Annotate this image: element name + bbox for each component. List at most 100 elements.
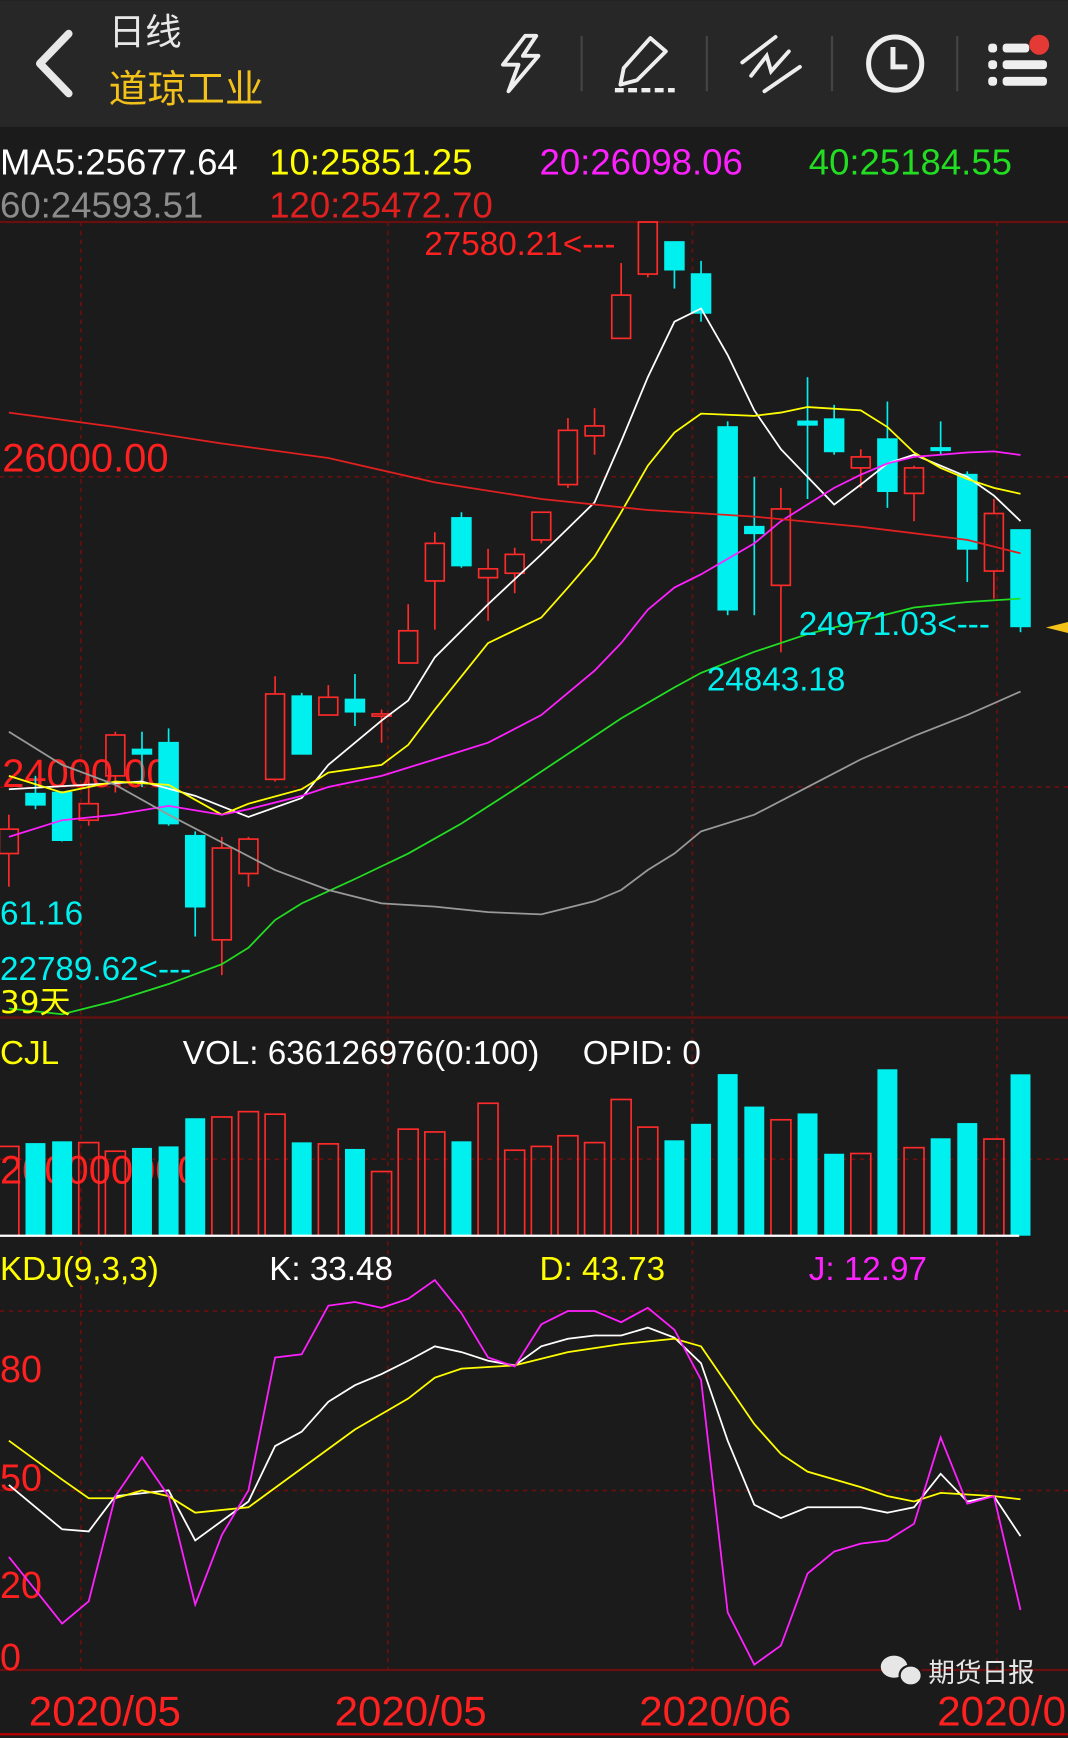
volume-bar [317, 1143, 340, 1237]
candle [930, 421, 951, 455]
candle-body [903, 467, 925, 495]
candle [397, 604, 419, 664]
candle [51, 791, 73, 842]
candle-body [504, 553, 525, 575]
candle-body [78, 802, 99, 822]
ma20-line [8, 450, 1021, 838]
volume-bar [557, 1134, 579, 1237]
last-price-marker-icon [1045, 621, 1068, 634]
volume-bar [957, 1123, 978, 1236]
candle [850, 449, 872, 488]
candle-body [690, 273, 712, 314]
x-axis-label: 2020/0 [937, 1687, 1066, 1734]
candle-body [131, 748, 153, 755]
candle-body [850, 456, 872, 469]
candle [797, 377, 818, 500]
candle [823, 404, 845, 455]
candle [78, 775, 99, 826]
candle [770, 487, 792, 653]
candle [318, 685, 339, 716]
volume-bar [451, 1141, 472, 1236]
volume-bar [903, 1146, 925, 1237]
ma40-line [8, 597, 1021, 1016]
x-axis-label: 2020/06 [639, 1687, 791, 1734]
candle-body [477, 568, 499, 579]
candle [158, 728, 179, 826]
candle-body [531, 511, 552, 541]
time-button[interactable] [866, 34, 925, 93]
menu-button[interactable] [988, 34, 1050, 86]
candle [717, 421, 738, 616]
volume-bar [877, 1069, 898, 1236]
watermark-text: 期货日报 [928, 1658, 1034, 1689]
kdj-tick-20: 20 [0, 1564, 42, 1606]
indicator-button[interactable] [740, 35, 802, 94]
pencil-draw-icon [614, 36, 675, 93]
volume-bar [477, 1102, 499, 1237]
volume-bar [636, 1126, 659, 1237]
candle [451, 512, 472, 568]
candle-body [930, 447, 951, 452]
candle-body [344, 698, 366, 713]
kdj-tick-0: 0 [0, 1636, 21, 1678]
volume-bar [691, 1123, 712, 1236]
volume-bar [185, 1118, 206, 1236]
ma60-line [8, 690, 1021, 916]
candle-body [397, 629, 419, 664]
ma10-value: 10:25851.25 [269, 141, 472, 182]
kdj-j-value: J: 12.97 [809, 1251, 927, 1288]
candle [238, 836, 259, 887]
candle-body [664, 241, 685, 271]
volume-bar [770, 1118, 792, 1237]
candle [424, 532, 446, 630]
candle-body [184, 834, 206, 908]
volume-bar [25, 1143, 46, 1236]
candle-body [424, 542, 446, 582]
volume-value: VOL: 636126976(0:100) [183, 1035, 539, 1072]
candle [957, 471, 978, 583]
candle-body [797, 420, 818, 426]
partial-left-annotation: 61.16 [0, 895, 83, 932]
volume-bar [132, 1147, 152, 1236]
flash-button[interactable] [501, 33, 541, 94]
back-button[interactable] [36, 29, 73, 98]
candle [1010, 529, 1031, 633]
x-axis-label: 2020/05 [335, 1687, 487, 1734]
volume-bar [717, 1074, 738, 1236]
ma60-value: 60:24593.51 [0, 185, 203, 226]
period-label: 日线 [109, 11, 182, 54]
ma5-value: MA5:25677.64 [0, 141, 238, 182]
lightning-icon [501, 33, 541, 94]
candle [877, 401, 898, 508]
candle-body [610, 294, 632, 340]
candle [690, 260, 712, 322]
candle-body [983, 512, 1005, 572]
candle-body [770, 508, 792, 587]
candle-body [238, 838, 259, 875]
ma40-value: 40:25184.55 [809, 141, 1012, 182]
candle-body [0, 828, 20, 855]
ma20-value: 20:26098.06 [540, 141, 743, 182]
watermark: 期货日报 [880, 1655, 1035, 1689]
volume-bars [0, 1069, 1031, 1237]
ma10-line [8, 406, 1021, 816]
volume-bar [503, 1149, 526, 1237]
candle [291, 692, 312, 755]
moving-average-lines [8, 307, 1022, 1016]
draw-button[interactable] [614, 36, 675, 93]
volume-bar [291, 1142, 312, 1236]
candle [264, 676, 286, 782]
candle-body [637, 221, 659, 275]
volume-bar [610, 1098, 632, 1237]
candle [664, 241, 685, 289]
volume-bar [264, 1113, 286, 1237]
back-chevron-icon [36, 29, 73, 98]
volume-bar [158, 1146, 179, 1236]
candle [584, 408, 605, 455]
candle [211, 836, 233, 976]
volume-bar [424, 1131, 446, 1237]
volume-bar [849, 1152, 872, 1237]
candle [610, 263, 632, 340]
kdj-d-value: D: 43.73 [540, 1251, 666, 1288]
